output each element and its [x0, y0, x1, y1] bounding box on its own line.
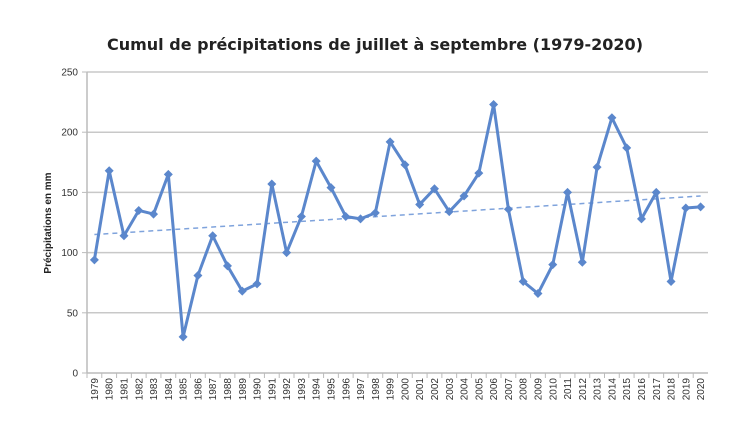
data-point	[622, 143, 632, 153]
data-point	[296, 211, 306, 221]
data-point	[563, 187, 573, 197]
data-point	[149, 209, 159, 219]
x-tick-label: 1989	[238, 378, 249, 401]
x-tick-label: 1991	[267, 378, 278, 401]
x-tick-label: 1992	[282, 378, 293, 401]
x-tick-label: 1988	[223, 378, 234, 401]
x-tick-label: 1998	[371, 378, 382, 401]
data-point	[134, 205, 144, 215]
x-tick-label: 2018	[667, 378, 678, 401]
data-point	[341, 211, 351, 221]
x-axis-ticks: 1979 1980 1981 1982 1983 1984 1985 1986 1987 1988…	[86, 373, 707, 401]
data-point	[119, 231, 129, 241]
y-tick-label: 150	[61, 188, 78, 199]
data-point	[415, 199, 425, 209]
x-tick-label: 2013	[593, 378, 604, 401]
data-point	[356, 214, 366, 224]
x-tick-label: 2001	[415, 378, 426, 401]
series	[89, 100, 706, 342]
x-tick-label: 1990	[253, 378, 264, 401]
data-point	[370, 208, 380, 218]
x-tick-label: 2007	[504, 378, 515, 401]
x-tick-label: 2002	[430, 378, 441, 401]
x-tick-label: 2006	[489, 378, 500, 401]
x-tick-label: 2003	[445, 378, 456, 401]
y-tick-label: 0	[72, 369, 78, 380]
data-point	[474, 168, 484, 178]
x-tick-label: 2004	[460, 378, 471, 401]
data-point	[104, 166, 114, 176]
y-tick-label: 250	[61, 68, 78, 79]
x-tick-label: 1994	[312, 378, 323, 401]
x-tick-label: 1997	[356, 378, 367, 401]
y-axis-label: Précipitations en mm	[43, 172, 54, 273]
series-line	[92, 103, 701, 339]
data-point	[503, 204, 513, 214]
y-axis-ticks: 0 50 100 150 200 250	[61, 68, 87, 380]
data-point	[651, 187, 661, 197]
data-point	[267, 179, 277, 189]
trendline-segment	[94, 195, 701, 236]
y-tick-label: 100	[61, 248, 78, 259]
x-tick-label: 2012	[578, 378, 589, 401]
data-point	[444, 207, 454, 217]
data-point	[178, 332, 188, 342]
x-tick-label: 2020	[696, 378, 707, 401]
x-tick-label: 1980	[105, 378, 116, 401]
x-tick-label: 1982	[134, 378, 145, 401]
x-tick-label: 2016	[637, 378, 648, 401]
data-point	[208, 231, 218, 241]
x-tick-label: 2019	[681, 378, 692, 401]
y-tick-label: 50	[67, 308, 79, 319]
data-point	[681, 203, 691, 213]
x-tick-label: 1981	[119, 378, 130, 401]
x-tick-label: 1979	[90, 378, 101, 401]
trendline	[94, 195, 701, 236]
x-tick-label: 2010	[548, 378, 559, 401]
x-tick-label: 2008	[519, 378, 530, 401]
x-tick-label: 2017	[652, 378, 663, 401]
data-point	[607, 113, 617, 123]
data-point	[577, 257, 587, 267]
x-tick-label: 2000	[400, 378, 411, 401]
chart-title: Cumul de précipitations de juillet à sep…	[107, 35, 643, 54]
data-point	[163, 169, 173, 179]
x-tick-label: 2014	[607, 378, 618, 401]
data-point	[193, 270, 203, 280]
data-point	[326, 183, 336, 193]
x-tick-label: 1996	[341, 378, 352, 401]
data-point	[459, 191, 469, 201]
data-point	[222, 261, 232, 271]
x-tick-label: 1986	[193, 378, 204, 401]
data-point	[548, 260, 558, 270]
x-tick-label: 1999	[386, 378, 397, 401]
x-tick-label: 1995	[326, 378, 337, 401]
y-tick-label: 200	[61, 128, 78, 139]
data-point	[89, 255, 99, 265]
data-point	[636, 214, 646, 224]
data-point	[252, 279, 262, 289]
data-point	[518, 276, 528, 286]
data-point	[592, 162, 602, 172]
x-tick-label: 1987	[208, 378, 219, 401]
x-tick-label: 1985	[179, 378, 190, 401]
data-point	[666, 276, 676, 286]
data-point	[385, 137, 395, 147]
data-point	[533, 289, 543, 299]
x-tick-label: 1984	[164, 378, 175, 401]
data-point	[282, 248, 292, 258]
data-point	[696, 202, 706, 212]
x-tick-label: 1993	[297, 378, 308, 401]
x-tick-label: 2015	[622, 378, 633, 401]
x-tick-label: 2005	[474, 378, 485, 401]
data-point	[400, 160, 410, 170]
data-point	[237, 286, 247, 296]
x-tick-label: 2009	[533, 378, 544, 401]
x-tick-label: 1983	[149, 378, 160, 401]
x-tick-label: 2011	[563, 378, 574, 400]
data-point	[429, 184, 439, 194]
data-point	[489, 100, 499, 110]
data-point	[311, 156, 321, 166]
